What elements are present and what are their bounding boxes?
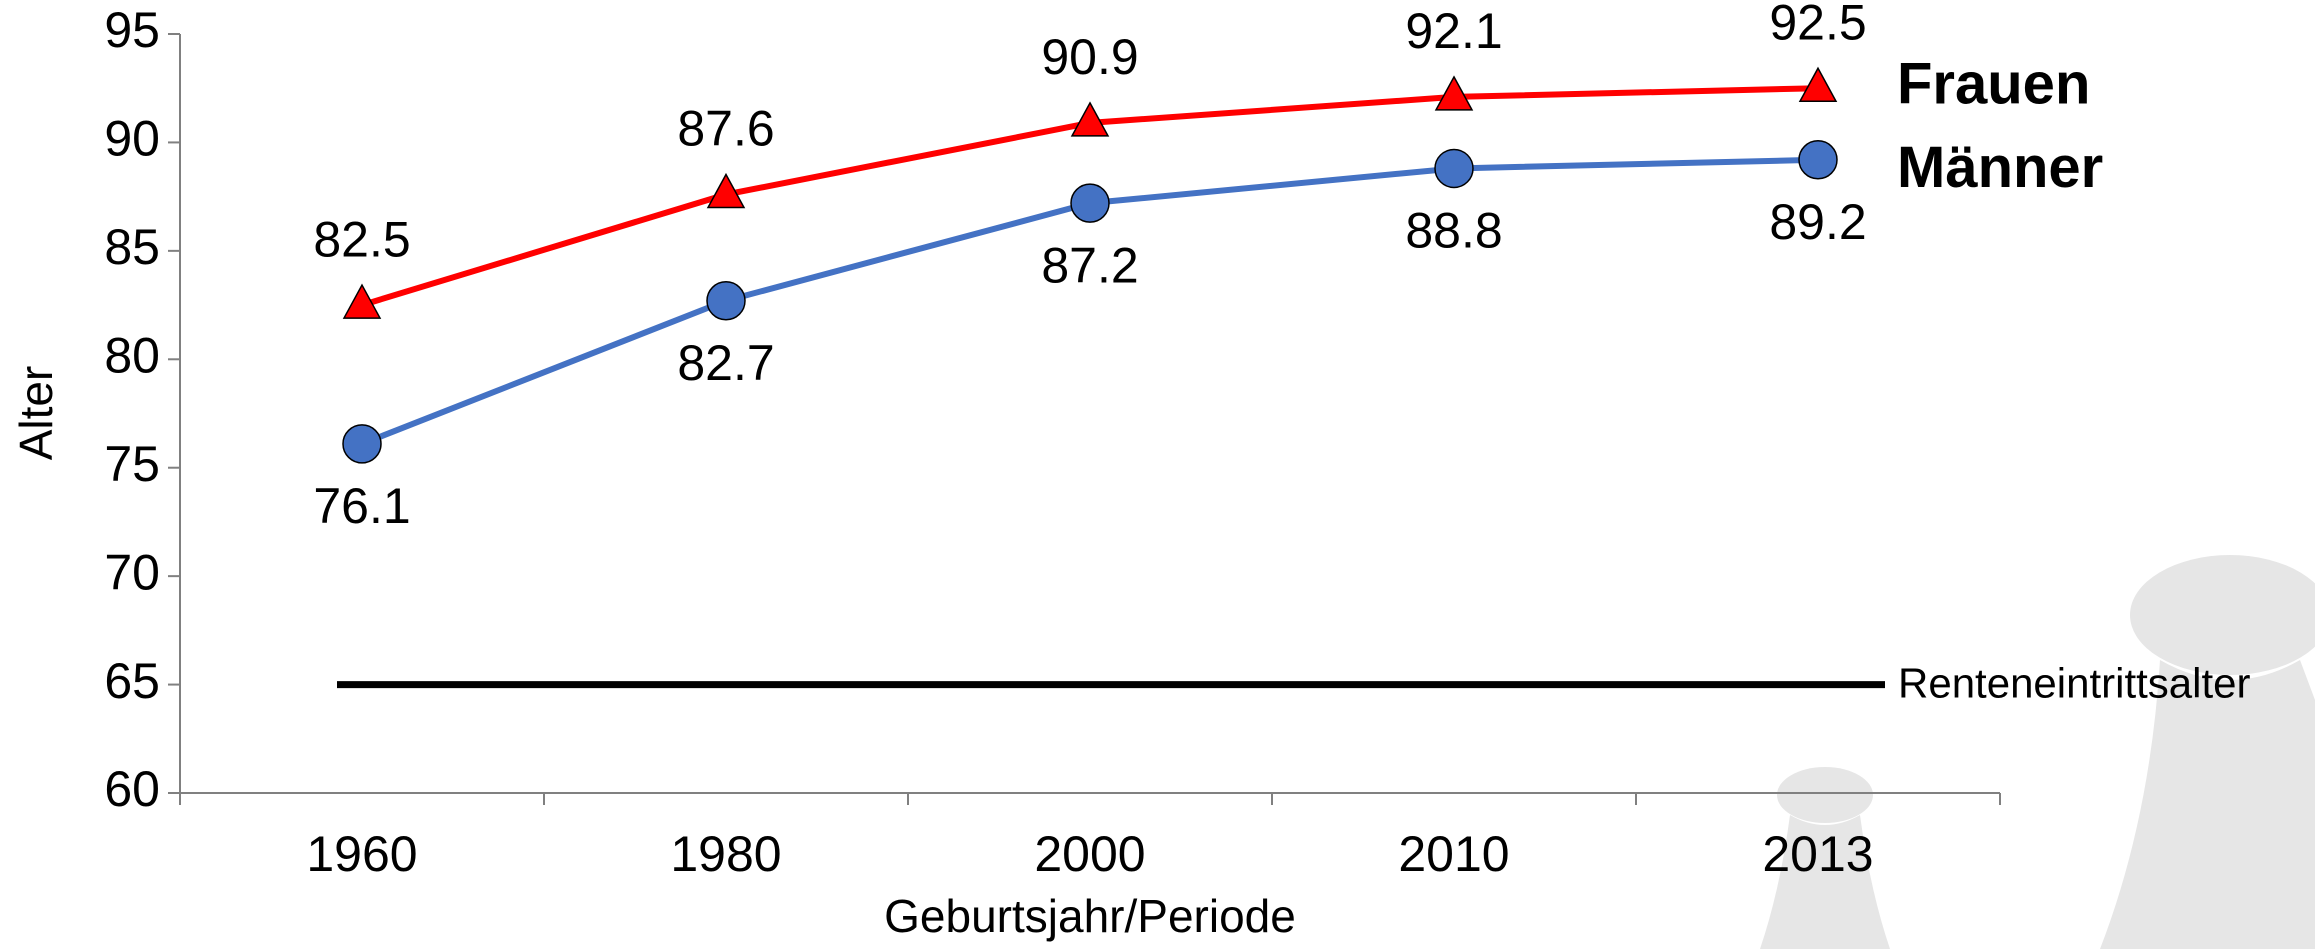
figure-body — [1760, 815, 1890, 949]
figure-head — [2130, 555, 2315, 675]
data-label: 76.1 — [313, 478, 410, 534]
figure-body — [2100, 660, 2315, 949]
x-tick-label: 2000 — [1034, 826, 1145, 882]
marker — [1434, 75, 1474, 111]
legend-label: Männer — [1897, 135, 2103, 200]
data-label: 87.2 — [1041, 237, 1138, 293]
x-tick-label: 2010 — [1398, 826, 1509, 882]
marker — [706, 172, 746, 209]
y-tick-label: 65 — [104, 653, 160, 709]
marker — [1798, 66, 1838, 102]
marker — [342, 424, 382, 464]
data-label: 88.8 — [1405, 203, 1502, 259]
x-tick-label: 1960 — [306, 826, 417, 882]
data-label: 90.9 — [1041, 29, 1138, 85]
y-axis-title: Alter — [10, 366, 62, 461]
background-figures — [1760, 555, 2315, 949]
marker — [1434, 148, 1474, 189]
y-tick-label: 70 — [104, 544, 160, 600]
data-label: 92.1 — [1405, 3, 1502, 59]
marker — [1070, 101, 1110, 137]
marker — [706, 280, 746, 321]
y-tick-label: 85 — [104, 219, 160, 275]
x-tick-label: 2013 — [1762, 826, 1873, 882]
marker — [1798, 140, 1838, 180]
data-label: 92.5 — [1769, 0, 1866, 50]
marker — [342, 283, 382, 319]
y-tick-label: 80 — [104, 327, 160, 383]
x-tick-label: 1980 — [670, 826, 781, 882]
data-label: 89.2 — [1769, 194, 1866, 250]
data-label: 82.7 — [677, 335, 774, 391]
reference-label: Renteneintrittsalter — [1898, 660, 2251, 707]
data-label: 87.6 — [677, 101, 774, 157]
x-axis-title: Geburtsjahr/Periode — [884, 890, 1296, 942]
y-tick-label: 60 — [104, 761, 160, 817]
marker — [1070, 183, 1110, 223]
figure-head — [1777, 767, 1873, 823]
y-tick-label: 95 — [104, 2, 160, 58]
data-label: 82.5 — [313, 211, 410, 267]
y-tick-label: 75 — [104, 436, 160, 492]
y-tick-label: 90 — [104, 111, 160, 167]
legend-label: Frauen — [1897, 52, 2090, 117]
